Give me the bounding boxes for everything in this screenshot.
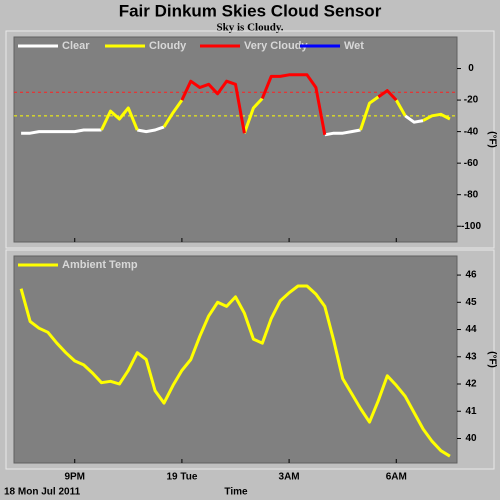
series-line (180, 73, 398, 136)
x-tick-label: 9PM (64, 472, 85, 483)
x-tick-label: 3AM (279, 472, 300, 483)
y-axis-label: (°F) (486, 351, 497, 368)
date-label: 18 Mon Jul 2011 (4, 487, 81, 498)
y-tick-label: -100 (461, 221, 481, 232)
series-line (19, 284, 451, 458)
y-axis-label: (°F) (486, 131, 497, 148)
plot-area (13, 36, 458, 243)
y-tick-label: 42 (465, 379, 477, 390)
y-tick-label: 41 (465, 406, 477, 417)
y-tick-label: 44 (465, 324, 477, 335)
x-axis-label: Time (224, 487, 248, 498)
series-line (100, 95, 451, 134)
y-tick-label: 40 (465, 433, 477, 444)
panel-frame (5, 30, 495, 249)
y-tick-label: -80 (464, 189, 479, 200)
legend-label: Wet (344, 40, 364, 52)
y-tick-label: 45 (465, 297, 477, 308)
legend-label: Cloudy (149, 40, 187, 52)
y-tick-label: -60 (464, 158, 479, 169)
chart-title: Fair Dinkum Skies Cloud Sensor (119, 1, 382, 20)
y-tick-label: 46 (465, 270, 477, 281)
y-tick-label: 43 (465, 351, 477, 362)
series-line (21, 114, 424, 137)
y-tick-label: -40 (464, 126, 479, 137)
y-tick-label: 0 (468, 63, 474, 74)
legend-label: Ambient Temp (62, 259, 138, 271)
plot-area (13, 255, 458, 464)
panel-frame (5, 249, 495, 470)
legend-label: Very Cloudy (244, 40, 308, 52)
x-tick-label: 6AM (386, 472, 407, 483)
legend-label: Clear (62, 40, 90, 52)
y-tick-label: -20 (464, 95, 479, 106)
x-tick-label: 19 Tue (166, 472, 197, 483)
chart-subtitle: Sky is Cloudy. (217, 22, 284, 34)
